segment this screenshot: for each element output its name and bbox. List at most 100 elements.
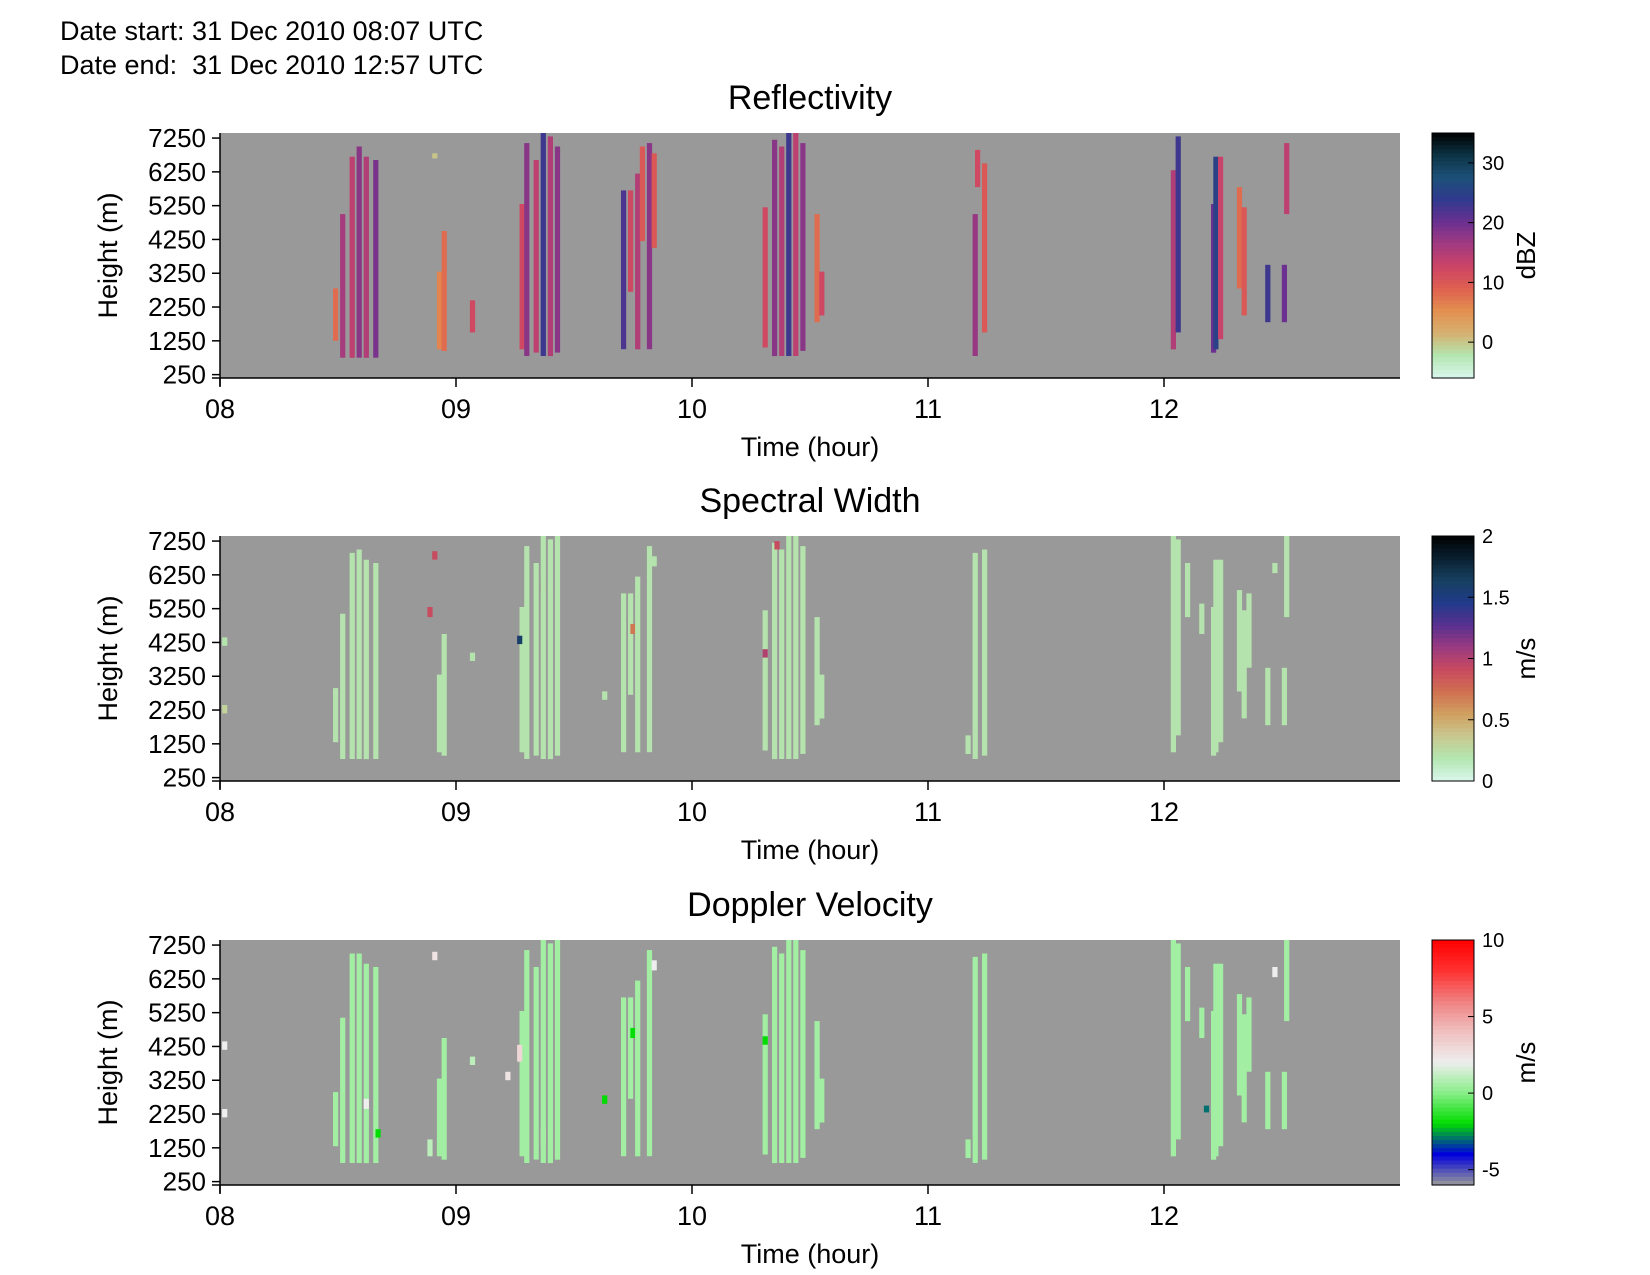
spectral-width-colorbar-segment [1432, 711, 1474, 717]
doppler-velocity-title: Doppler Velocity [687, 886, 933, 924]
spectral-width-colorbar-segment [1432, 576, 1474, 582]
doppler-velocity-colorbar-tick-label: 0 [1482, 1083, 1493, 1105]
reflectivity-colorbar-segment [1432, 218, 1474, 224]
reflectivity-colorbar-frame [1431, 132, 1475, 379]
reflectivity-colorbar-segment [1432, 373, 1474, 379]
spectral-width-data-cell [814, 617, 820, 726]
reflectivity-y-tick-label: 5250 [148, 191, 206, 221]
reflectivity-colorbar-segment [1432, 259, 1474, 265]
spectral-width-data-cell [800, 546, 806, 754]
spectral-width-colorbar-tick-label: 1.5 [1482, 587, 1510, 609]
spectral-width-colorbar-segment [1432, 662, 1474, 668]
spectral-width-data-cell [1218, 559, 1224, 743]
spectral-width-colorbar-segment [1432, 744, 1474, 749]
reflectivity-x-tick-label: 08 [205, 394, 235, 424]
reflectivity-data-cell [432, 153, 438, 159]
date-end-label: Date end: 31 Dec 2010 12:57 UTC [60, 50, 484, 80]
spectral-width-plot-area [220, 536, 1400, 781]
reflectivity-data-cell [1170, 170, 1176, 350]
spectral-width-y-tick-label: 6250 [148, 560, 206, 590]
reflectivity-colorbar-segment [1432, 206, 1474, 212]
reflectivity-colorbar-segment [1432, 190, 1474, 195]
reflectivity-colorbar-segment [1432, 324, 1474, 330]
spectral-width-colorbar-segment [1432, 605, 1474, 611]
doppler-velocity-colorbar-segment [1432, 952, 1474, 957]
spectral-width-colorbar-segment [1432, 556, 1474, 562]
spectral-width-colorbar-segment [1432, 723, 1474, 729]
spectral-width-x-tick-label: 08 [205, 797, 235, 827]
spectral-width-data-cell [517, 635, 523, 645]
reflectivity-data-cell [635, 173, 641, 350]
spectral-width-data-cell [469, 652, 476, 661]
reflectivity-y-axis-label: Height (m) [93, 192, 123, 318]
doppler-velocity-data-cell [982, 953, 988, 1160]
reflectivity-colorbar-segment [1432, 337, 1474, 342]
spectral-width-data-cell [356, 549, 362, 759]
reflectivity-colorbar-segment [1432, 345, 1474, 351]
doppler-velocity-colorbar-segment [1432, 956, 1474, 962]
spectral-width-data-cell [602, 691, 608, 700]
reflectivity-data-cell [1218, 156, 1224, 340]
spectral-width-data-cell [1185, 563, 1191, 618]
doppler-velocity-data-cell [646, 950, 653, 1157]
reflectivity-data-cell [793, 133, 799, 356]
spectral-width-data-cell [630, 623, 636, 634]
spectral-width-data-cell [646, 546, 653, 753]
doppler-velocity-colorbar-segment [1432, 1033, 1474, 1039]
spectral-width-colorbar-segment [1432, 617, 1474, 623]
doppler-velocity-data-cell [517, 1044, 523, 1062]
reflectivity-x-tick-label: 10 [677, 394, 707, 424]
doppler-velocity-colorbar-segment [1432, 1127, 1474, 1133]
spectral-width-colorbar-segment [1432, 650, 1474, 656]
spectral-width-colorbar-segment [1432, 752, 1474, 758]
reflectivity-data-cell [349, 156, 355, 358]
spectral-width-y-tick-label: 5250 [148, 594, 206, 624]
reflectivity-data-cell [814, 214, 820, 323]
doppler-velocity-data-cell [1185, 967, 1191, 1022]
doppler-velocity-data-cell [1213, 963, 1219, 1157]
doppler-velocity-data-cell [524, 950, 530, 1163]
doppler-velocity-colorbar-segment [1432, 1025, 1474, 1031]
doppler-velocity-data-cell [1236, 994, 1243, 1096]
doppler-velocity-data-cell [772, 946, 778, 1164]
reflectivity-data-cell [762, 207, 768, 348]
spectral-width-y-axis-label: Height (m) [93, 595, 123, 721]
reflectivity-data-cell [779, 146, 785, 356]
doppler-velocity-colorbar-segment [1432, 1042, 1474, 1047]
spectral-width-data-cell [441, 634, 447, 756]
spectral-width-colorbar-tick-label: 0 [1482, 771, 1493, 793]
spectral-width-data-cell [349, 552, 355, 759]
doppler-velocity-colorbar-segment [1432, 1058, 1474, 1064]
doppler-velocity-data-cell [1246, 997, 1252, 1072]
spectral-width-colorbar-segment [1432, 642, 1474, 647]
doppler-velocity-data-cell [349, 953, 355, 1163]
doppler-velocity-x-tick-label: 09 [441, 1201, 471, 1231]
doppler-velocity-colorbar-segment [1432, 989, 1474, 994]
spectral-width-y-tick-label: 7250 [148, 526, 206, 556]
reflectivity-colorbar-tick-label: 30 [1482, 153, 1504, 175]
reflectivity-x-axis-label: Time (hour) [741, 432, 880, 462]
doppler-velocity-data-cell [519, 1011, 525, 1157]
spectral-width-colorbar-segment [1432, 638, 1474, 643]
doppler-velocity-data-cell [602, 1095, 608, 1104]
doppler-velocity-colorbar-segment [1432, 1054, 1474, 1060]
spectral-width-colorbar-segment [1432, 727, 1474, 733]
doppler-velocity-data-cell [1170, 940, 1176, 1157]
spectral-width-x-tick-label: 10 [677, 797, 707, 827]
doppler-velocity-colorbar-segment [1432, 1180, 1474, 1186]
spectral-width-y-tick-label: 1250 [148, 729, 206, 759]
doppler-velocity-colorbar-segment [1432, 1176, 1474, 1182]
doppler-velocity-colorbar-segment [1432, 1136, 1474, 1141]
doppler-velocity-colorbar-label: m/s [1511, 1042, 1541, 1084]
spectral-width-data-cell [222, 705, 228, 714]
spectral-width-data-cell [772, 542, 778, 760]
spectral-width-colorbar-segment [1432, 740, 1474, 745]
doppler-velocity-data-cell [786, 940, 792, 1163]
doppler-velocity-data-cell [1284, 940, 1290, 1022]
doppler-velocity-colorbar-tick-label: 10 [1482, 930, 1504, 952]
reflectivity-data-cell [554, 146, 561, 353]
reflectivity-colorbar-segment [1432, 235, 1474, 240]
spectral-width-colorbar-segment [1432, 609, 1474, 615]
spectral-width-data-cell [1241, 610, 1247, 719]
